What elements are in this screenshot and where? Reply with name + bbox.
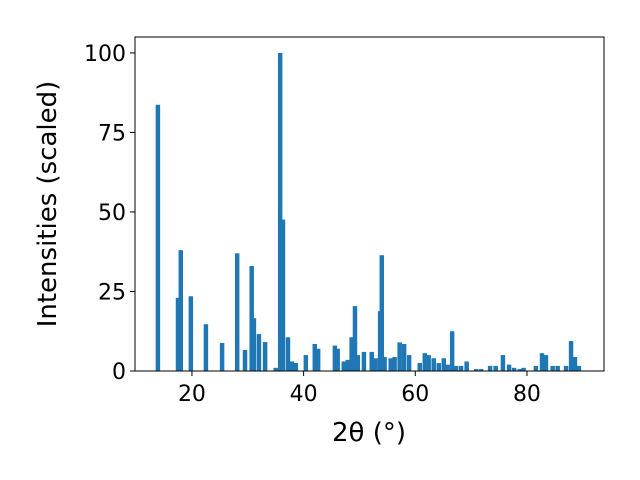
bar xyxy=(203,324,209,371)
bar xyxy=(373,358,378,371)
plot-frame xyxy=(134,36,605,372)
bar xyxy=(550,365,555,371)
bar xyxy=(249,266,254,371)
y-tick-label: 25 xyxy=(98,280,126,305)
bar xyxy=(273,367,278,371)
y-tick-label: 75 xyxy=(98,121,126,146)
bar xyxy=(500,355,506,371)
bar xyxy=(568,341,574,371)
bar xyxy=(155,104,161,372)
bar xyxy=(355,355,361,371)
bar xyxy=(493,365,498,371)
x-tick-label: 40 xyxy=(290,382,318,407)
x-tick-label: 80 xyxy=(513,382,541,407)
bar xyxy=(178,250,184,371)
bar xyxy=(361,351,367,371)
bar xyxy=(539,353,545,371)
bar xyxy=(533,365,539,371)
bar xyxy=(280,219,286,371)
bar xyxy=(521,367,526,371)
bar xyxy=(392,357,397,371)
bar xyxy=(332,345,338,371)
bar xyxy=(576,365,582,371)
x-tick-label: 20 xyxy=(178,382,206,407)
bar xyxy=(506,364,512,371)
bar xyxy=(345,359,350,371)
bar xyxy=(511,367,517,371)
bar xyxy=(464,361,469,371)
bar xyxy=(422,353,428,371)
bar xyxy=(293,363,299,371)
y-tick-label: 100 xyxy=(84,42,126,67)
bar xyxy=(369,351,374,371)
bar xyxy=(234,253,240,371)
bar xyxy=(572,357,578,371)
x-axis-label: 2θ (°) xyxy=(332,418,406,448)
bar xyxy=(312,343,318,371)
bar xyxy=(242,350,248,371)
bar xyxy=(256,334,262,371)
y-axis-label: Intensities (scaled) xyxy=(33,81,63,328)
bar xyxy=(441,358,446,371)
bar xyxy=(449,331,455,371)
bar xyxy=(397,342,402,371)
x-tick-label: 60 xyxy=(401,382,429,407)
bar xyxy=(426,355,431,371)
bar xyxy=(352,306,358,371)
bar xyxy=(303,355,309,371)
bar xyxy=(289,361,295,371)
bar xyxy=(473,369,479,371)
bar xyxy=(251,318,257,371)
bar xyxy=(458,365,464,371)
bar xyxy=(563,365,569,371)
bar xyxy=(431,358,436,371)
bar xyxy=(285,337,291,371)
bar xyxy=(453,365,459,371)
bar xyxy=(341,361,347,371)
bar xyxy=(262,342,268,371)
bar xyxy=(188,296,194,371)
bar xyxy=(406,355,412,371)
bar xyxy=(436,363,441,371)
y-tick-label: 50 xyxy=(98,201,126,226)
bar xyxy=(335,348,340,371)
bar xyxy=(478,369,484,371)
bar xyxy=(315,348,321,371)
bar xyxy=(388,358,393,371)
bar xyxy=(382,357,387,371)
bar xyxy=(379,255,385,371)
bar xyxy=(543,355,549,371)
y-tick-label: 0 xyxy=(112,360,126,385)
bar xyxy=(175,297,181,371)
bar xyxy=(401,343,407,371)
bar xyxy=(555,365,560,371)
bar xyxy=(219,343,225,371)
bar xyxy=(445,364,450,371)
bar xyxy=(487,365,493,371)
bar xyxy=(349,337,354,371)
bar xyxy=(517,369,522,371)
bar xyxy=(277,52,283,372)
bar xyxy=(417,363,422,371)
